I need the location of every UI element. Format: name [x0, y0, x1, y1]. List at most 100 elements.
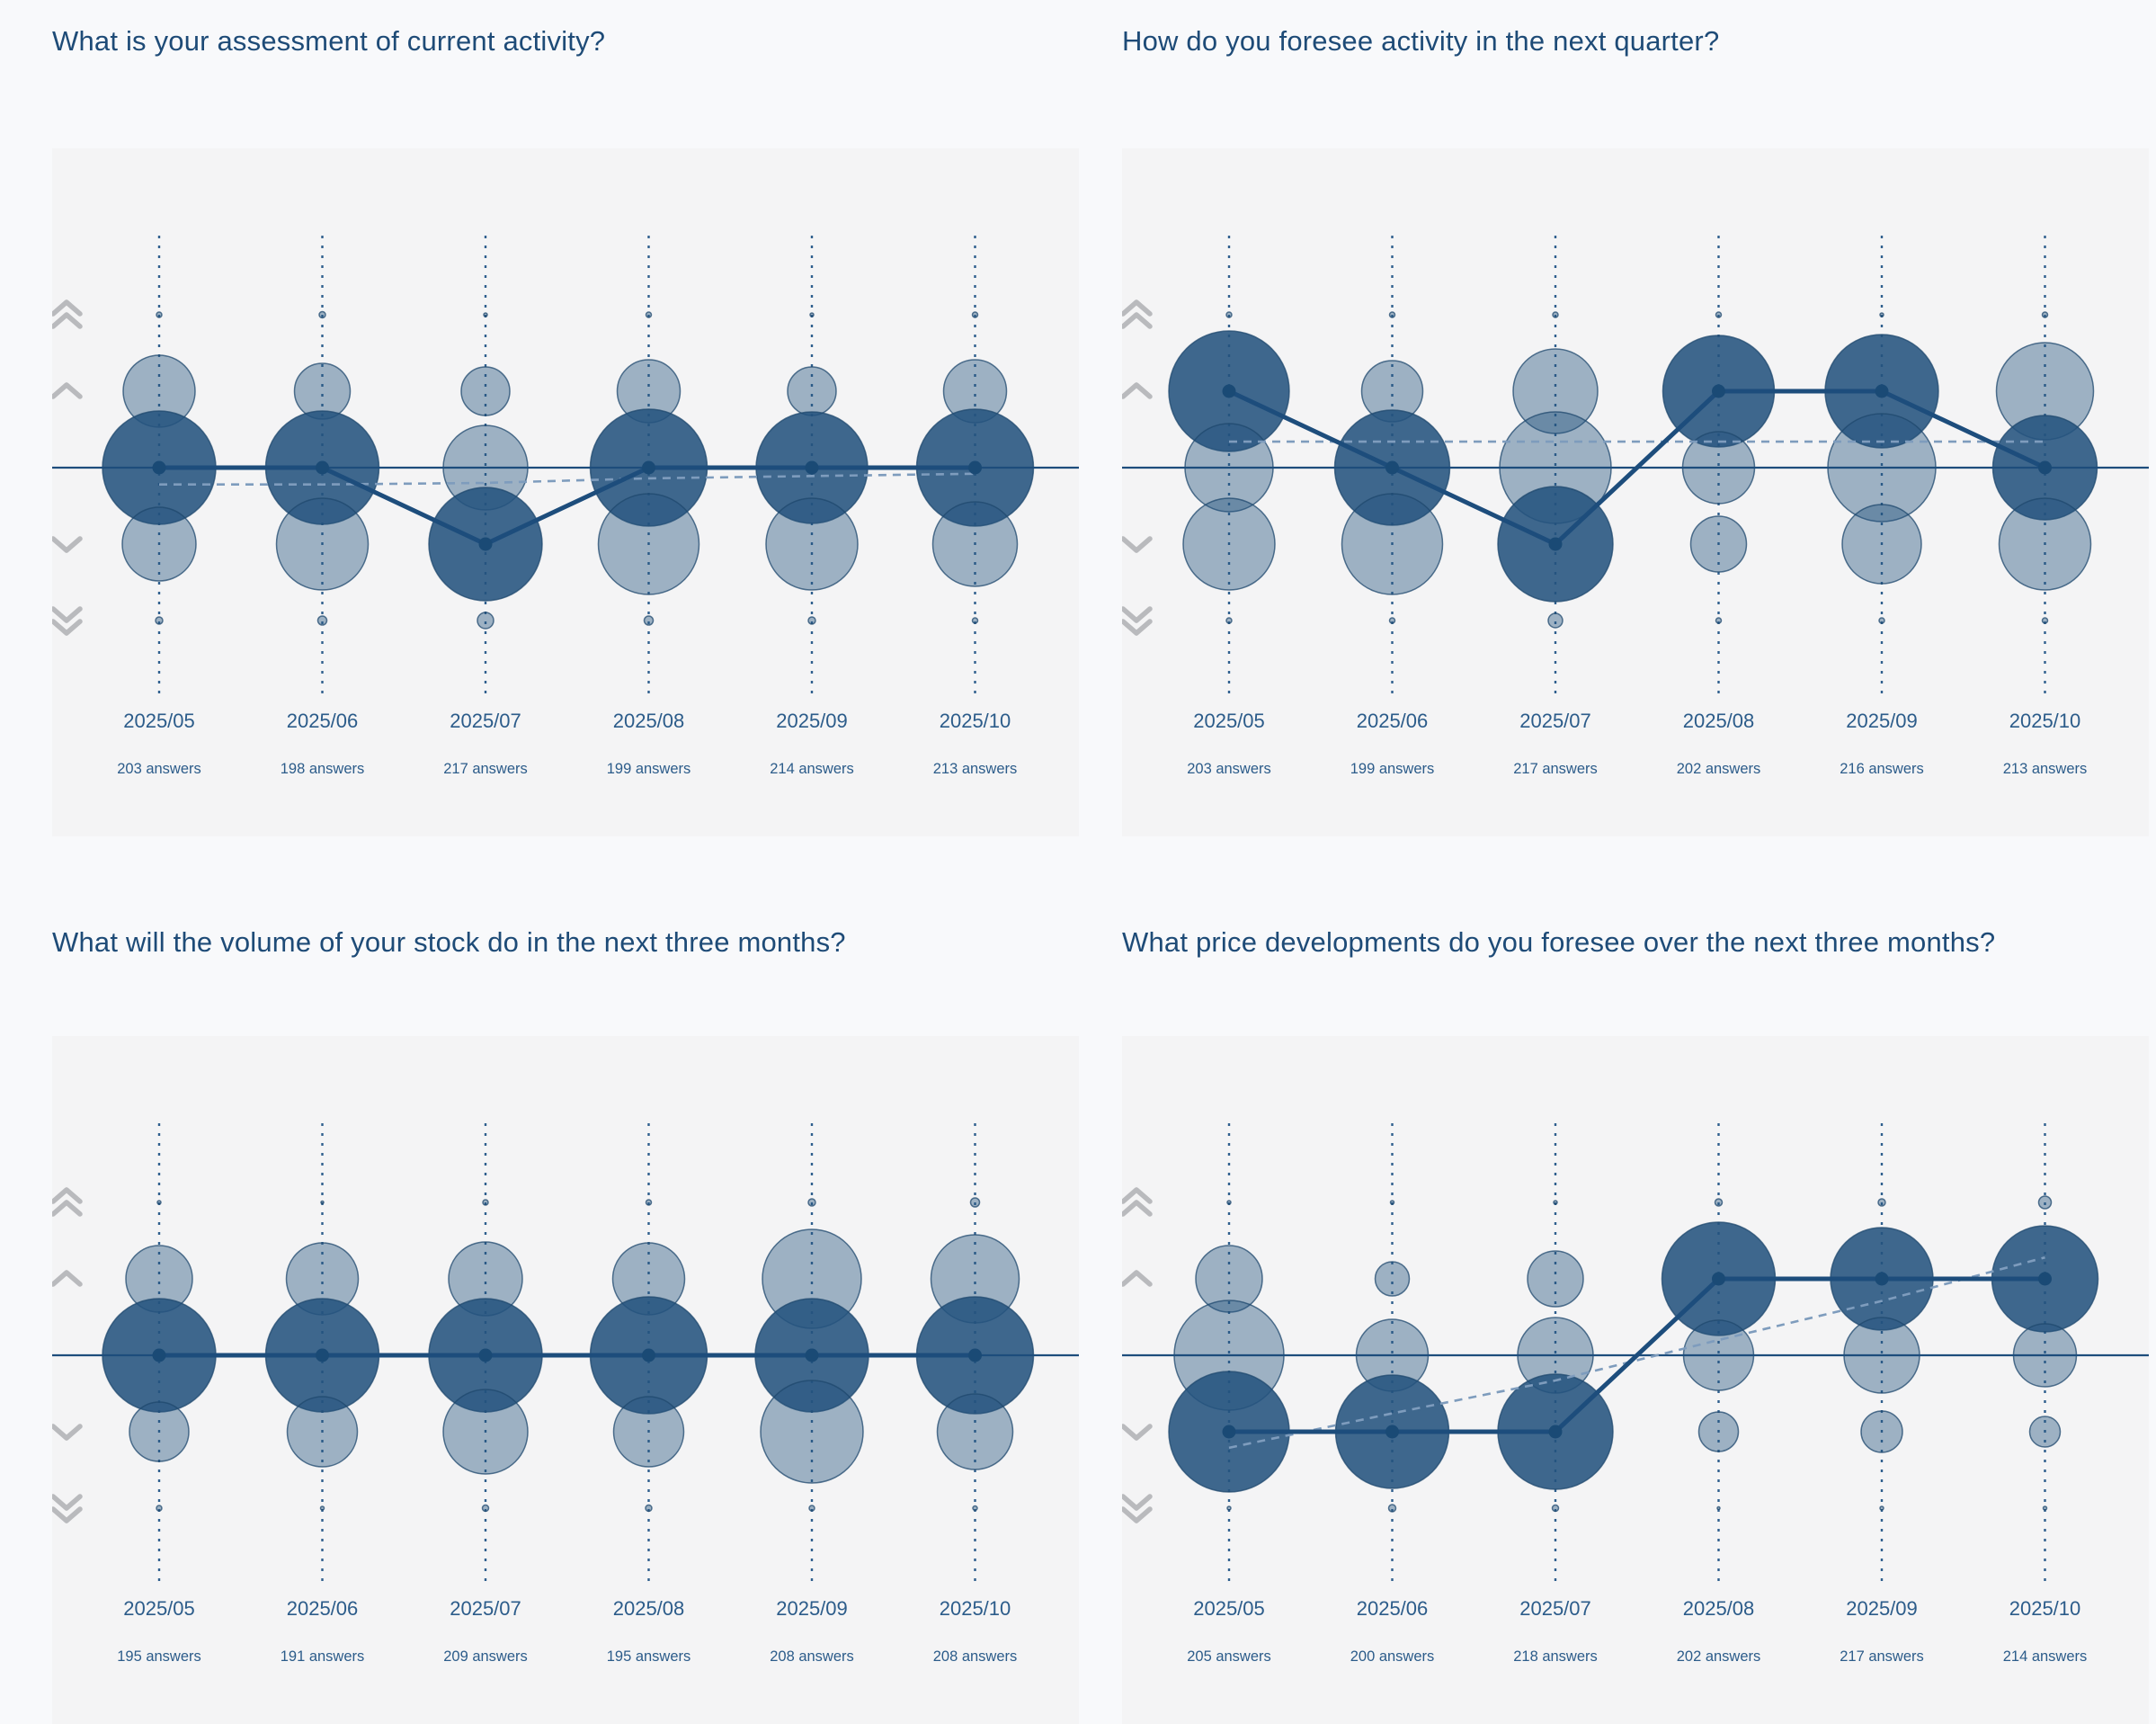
series-point [316, 1348, 329, 1362]
month-label: 2025/08 [1683, 1597, 1755, 1620]
bubble [645, 1504, 653, 1513]
month-label: 2025/08 [613, 1597, 685, 1620]
answers-label: 208 answers [770, 1648, 854, 1665]
bubble [129, 1401, 190, 1462]
month-label: 2025/06 [1357, 710, 1429, 732]
chart-panel-foresee-activity: 2025/05 203 answers 2025/06 199 answers 2025… [1122, 148, 2149, 836]
month-label: 2025/08 [613, 710, 685, 732]
series-point [478, 1348, 493, 1362]
bubble [2037, 1195, 2053, 1210]
month-label: 2025/06 [287, 710, 359, 732]
answers-label: 195 answers [117, 1648, 201, 1665]
bubble [1715, 617, 1723, 624]
answers-label: 214 answers [2003, 1648, 2088, 1665]
answers-label: 203 answers [1187, 761, 1271, 777]
bubble [1551, 1504, 1560, 1513]
bubble [483, 312, 488, 317]
bubble [155, 616, 164, 625]
series-point [1548, 1425, 1563, 1439]
bubble [971, 311, 979, 318]
month-label: 2025/10 [940, 1597, 1011, 1620]
bubble [1879, 1505, 1884, 1511]
bubble [645, 1199, 653, 1206]
answers-label: 199 answers [1350, 761, 1435, 777]
bubble [1195, 1245, 1263, 1313]
bubble [612, 1396, 685, 1468]
bubble [1878, 617, 1885, 624]
bubble [807, 616, 816, 625]
bubble [320, 1200, 325, 1205]
series-point [1222, 1425, 1236, 1439]
bubble [1388, 617, 1396, 624]
bubble [482, 1199, 489, 1206]
chevron-double-up-icon [52, 299, 83, 329]
bubble [2042, 1505, 2048, 1511]
answers-label: 208 answers [933, 1648, 1018, 1665]
month-label: 2025/05 [1193, 710, 1265, 732]
chevron-down-icon [1122, 536, 1153, 553]
answers-label: 191 answers [281, 1648, 365, 1665]
series-point [1875, 1272, 1889, 1286]
bubble [1547, 612, 1564, 629]
bubble [2028, 1416, 2062, 1448]
series-point [1222, 384, 1236, 398]
bubble [1388, 311, 1396, 318]
series-point [642, 1348, 655, 1362]
series-point [2038, 460, 2052, 475]
series-line [1226, 389, 2047, 547]
bubble [477, 612, 494, 630]
month-label: 2025/09 [1846, 710, 1918, 732]
bubble [765, 497, 859, 591]
series-point [1385, 460, 1399, 475]
answers-label: 205 answers [1187, 1648, 1271, 1665]
bubble-chart-current-activity: 2025/05 203 answers 2025/06 198 answers 2025… [52, 236, 1079, 777]
bubble [1182, 497, 1276, 591]
answers-label: 198 answers [281, 761, 365, 777]
bubble [460, 366, 511, 416]
series-point [968, 1348, 982, 1362]
bubble [1387, 1504, 1397, 1513]
bubble [1714, 1198, 1724, 1207]
answers-label: 213 answers [933, 761, 1018, 777]
month-label: 2025/07 [450, 710, 521, 732]
answers-label: 217 answers [1840, 1648, 1924, 1665]
answers-label: 199 answers [607, 761, 691, 777]
bubble [1341, 493, 1444, 595]
chevron-double-down-icon [1122, 1494, 1153, 1523]
series-line [1226, 1276, 2047, 1434]
series-point [968, 460, 982, 475]
bubble [481, 1504, 490, 1513]
chart-title-foresee-activity: How do you foresee activity in the next … [1122, 25, 1720, 57]
chevron-double-up-icon [52, 1187, 83, 1217]
series-point [1875, 384, 1889, 398]
chart-panel-stock-volume: 2025/05 195 answers 2025/06 191 answers 2025… [52, 1036, 1079, 1724]
bubble [1225, 617, 1233, 624]
chevron-down-icon [52, 536, 83, 553]
bubble [1389, 1200, 1395, 1205]
month-label: 2025/09 [776, 1597, 848, 1620]
answers-label: 217 answers [443, 761, 528, 777]
series-point [642, 460, 655, 475]
chevron-up-icon [52, 1270, 83, 1287]
bubble [645, 311, 653, 318]
chart-title-price-developments: What price developments do you foresee o… [1122, 926, 1996, 958]
month-label: 2025/05 [123, 1597, 195, 1620]
month-label: 2025/05 [1193, 1597, 1265, 1620]
bubble [156, 1200, 162, 1205]
bubble [1225, 311, 1233, 318]
answers-label: 216 answers [1840, 761, 1924, 777]
month-label: 2025/06 [287, 1597, 359, 1620]
bubble [787, 366, 837, 416]
answers-label: 195 answers [607, 1648, 691, 1665]
bubble [156, 1505, 163, 1512]
chevron-up-icon [1122, 382, 1153, 399]
series-point [805, 1348, 819, 1362]
answers-label: 214 answers [770, 761, 854, 777]
answers-label: 202 answers [1677, 761, 1761, 777]
series-point [1548, 537, 1563, 551]
series-point [152, 1348, 166, 1362]
chart-title-stock-volume: What will the volume of your stock do in… [52, 926, 846, 958]
chevron-down-icon [52, 1424, 83, 1441]
bubble [286, 1396, 359, 1468]
bubble [1374, 1261, 1411, 1297]
